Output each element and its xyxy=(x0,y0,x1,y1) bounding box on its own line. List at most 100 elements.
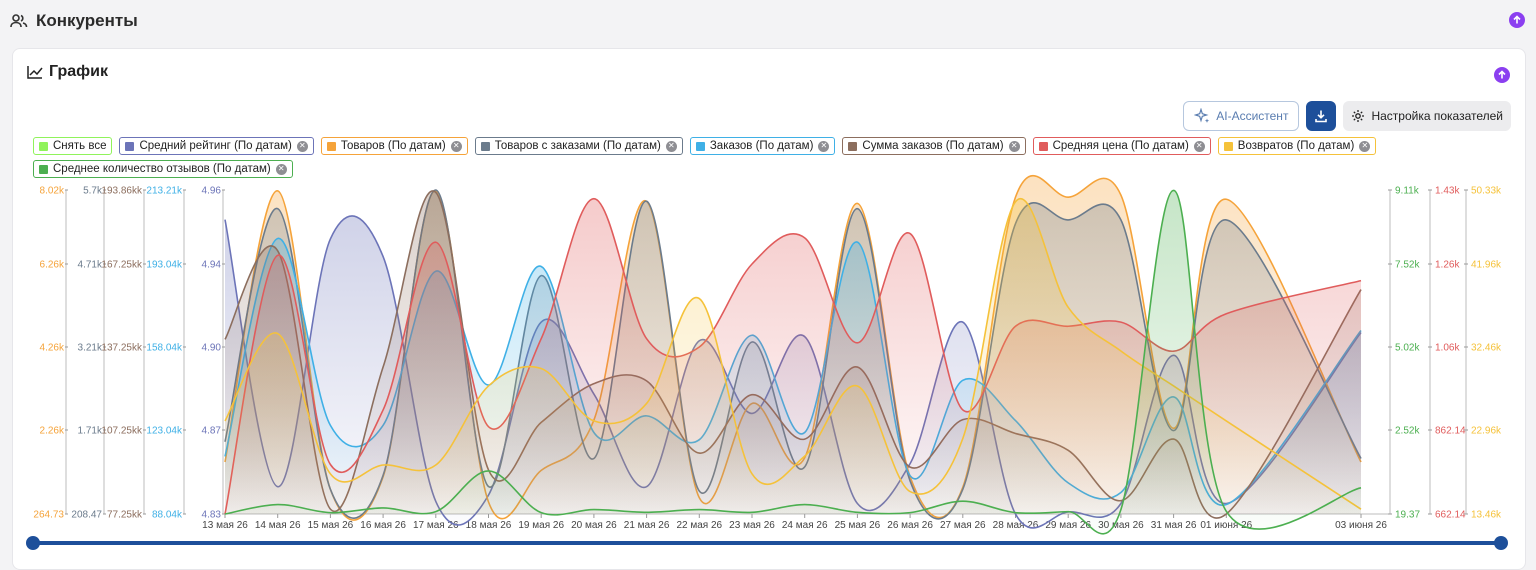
legend-item[interactable]: Заказов (По датам) ✕ xyxy=(689,137,836,155)
legend-item[interactable]: Возвратов (По датам) ✕ xyxy=(1217,137,1377,155)
y-tick-label: 662.14 xyxy=(1435,510,1466,521)
x-tick-label: 31 мая 26 xyxy=(1151,520,1197,531)
ai-assistant-label: AI-Ассистент xyxy=(1216,109,1289,123)
x-tick-label: 30 мая 26 xyxy=(1098,520,1144,531)
y-tick-label: 22.96k xyxy=(1471,426,1502,437)
remove-series-icon[interactable]: ✕ xyxy=(450,140,462,152)
y-tick-label: 208.47 xyxy=(71,510,102,521)
chart-legend: Снять все Средний рейтинг (По датам) ✕ Това… xyxy=(33,137,1473,178)
x-tick-label: 28 мая 26 xyxy=(993,520,1039,531)
legend-label: Среднее количество отзывов (По датам) xyxy=(53,163,271,175)
legend-item[interactable]: Средний рейтинг (По датам) ✕ xyxy=(119,137,314,155)
x-tick-label: 22 мая 26 xyxy=(676,520,722,531)
y-tick-label: 77.25kk xyxy=(107,510,143,521)
y-tick-label: 137.25kk xyxy=(101,343,143,354)
y-tick-label: 41.96k xyxy=(1471,260,1502,271)
legend-swatch xyxy=(480,141,490,151)
y-tick-label: 4.71k xyxy=(78,260,103,271)
card-header: График xyxy=(27,63,108,81)
ai-assistant-button[interactable]: AI-Ассистент xyxy=(1183,101,1300,131)
x-tick-label: 03 июня 26 xyxy=(1335,520,1387,531)
indicator-settings-button[interactable]: Настройка показателей xyxy=(1343,101,1511,131)
x-tick-label: 25 мая 26 xyxy=(835,520,881,531)
indicator-settings-label: Настройка показателей xyxy=(1371,109,1503,123)
x-tick-label: 29 мая 26 xyxy=(1045,520,1091,531)
x-tick-label: 18 мая 26 xyxy=(466,520,512,531)
y-tick-label: 13.46k xyxy=(1471,510,1502,521)
x-tick-label: 26 мая 26 xyxy=(887,520,933,531)
series-area xyxy=(225,198,1361,514)
download-button[interactable] xyxy=(1306,101,1337,131)
y-tick-label: 9.11k xyxy=(1395,186,1420,197)
x-tick-label: 23 мая 26 xyxy=(729,520,775,531)
legend-label: Снять все xyxy=(53,140,107,152)
legend-swatch xyxy=(326,141,336,151)
y-tick-label: 32.46k xyxy=(1471,343,1502,354)
x-tick-label: 15 мая 26 xyxy=(308,520,354,531)
legend-swatch xyxy=(848,141,858,151)
collapse-section-button[interactable] xyxy=(1509,12,1525,28)
legend-swatch xyxy=(39,164,48,174)
legend-label: Средний рейтинг (По датам) xyxy=(139,140,292,152)
y-tick-label: 3.21k xyxy=(78,343,103,354)
x-tick-label: 19 мая 26 xyxy=(518,520,564,531)
y-tick-label: 6.26k xyxy=(40,260,65,271)
y-tick-label: 19.37 xyxy=(1395,510,1420,521)
y-tick-label: 50.33k xyxy=(1471,186,1502,197)
y-tick-label: 5.7k xyxy=(83,186,103,197)
y-tick-label: 193.04k xyxy=(146,260,183,271)
legend-item[interactable]: Снять все xyxy=(33,137,113,155)
range-handle-end[interactable] xyxy=(1494,536,1508,550)
y-tick-label: 7.52k xyxy=(1395,260,1420,271)
y-tick-label: 158.04k xyxy=(146,343,183,354)
legend-item[interactable]: Товаров с заказами (По датам) ✕ xyxy=(474,137,683,155)
y-tick-label: 2.52k xyxy=(1395,426,1420,437)
remove-series-icon[interactable]: ✕ xyxy=(665,140,677,152)
y-tick-label: 4.94 xyxy=(202,260,222,271)
remove-series-icon[interactable]: ✕ xyxy=(1193,140,1205,152)
remove-series-icon[interactable]: ✕ xyxy=(818,140,830,152)
legend-label: Товаров (По датам) xyxy=(340,140,446,152)
chart-toolbar: AI-Ассистент Настройка показателей xyxy=(1183,101,1511,131)
y-tick-label: 862.14 xyxy=(1435,426,1466,437)
chart-canvas: 8.02k 6.26k 4.26k 2.26k 264.73 5.7k 4.71k 3.21k… xyxy=(26,175,1508,550)
y-tick-label: 1.43k xyxy=(1435,186,1460,197)
legend-item[interactable]: Среднее количество отзывов (По датам) ✕ xyxy=(33,160,293,178)
legend-item[interactable]: Товаров (По датам) ✕ xyxy=(320,137,468,155)
y-tick-label: 4.83 xyxy=(202,510,222,521)
legend-label: Возвратов (По датам) xyxy=(1237,140,1355,152)
x-tick-label: 24 мая 26 xyxy=(782,520,828,531)
download-icon xyxy=(1315,110,1328,123)
section-title: Конкуренты xyxy=(36,11,138,30)
y-tick-label: 1.06k xyxy=(1435,343,1460,354)
y-tick-label: 107.25kk xyxy=(101,426,143,437)
x-tick-label: 16 мая 26 xyxy=(360,520,406,531)
arrow-up-icon xyxy=(1498,70,1506,79)
y-tick-label: 213.21k xyxy=(146,186,183,197)
y-tick-label: 4.26k xyxy=(40,343,65,354)
legend-swatch xyxy=(695,141,705,151)
legend-item[interactable]: Сумма заказов (По датам) ✕ xyxy=(842,137,1026,155)
range-track xyxy=(33,541,1501,545)
collapse-card-button[interactable] xyxy=(1494,67,1510,83)
legend-label: Товаров с заказами (По датам) xyxy=(494,140,661,152)
y-tick-label: 4.96 xyxy=(202,186,222,197)
remove-series-icon[interactable]: ✕ xyxy=(1359,140,1371,152)
remove-series-icon[interactable]: ✕ xyxy=(296,140,308,152)
x-tick-label: 13 мая 26 xyxy=(202,520,248,531)
y-tick-label: 2.26k xyxy=(40,426,65,437)
range-handle-start[interactable] xyxy=(26,536,40,550)
remove-series-icon[interactable]: ✕ xyxy=(1008,140,1020,152)
card-title: График xyxy=(49,63,108,80)
y-tick-label: 193.86kk xyxy=(101,186,143,197)
y-tick-label: 1.71k xyxy=(78,426,103,437)
legend-swatch xyxy=(125,141,135,151)
legend-item[interactable]: Средняя цена (По датам) ✕ xyxy=(1032,137,1211,155)
y-tick-label: 1.26k xyxy=(1435,260,1460,271)
y-tick-label: 167.25kk xyxy=(101,260,143,271)
remove-series-icon[interactable]: ✕ xyxy=(275,163,287,175)
legend-label: Сумма заказов (По датам) xyxy=(862,140,1004,152)
y-tick-label: 264.73 xyxy=(33,510,64,521)
legend-swatch xyxy=(1223,141,1233,151)
y-tick-label: 88.04k xyxy=(152,510,183,521)
